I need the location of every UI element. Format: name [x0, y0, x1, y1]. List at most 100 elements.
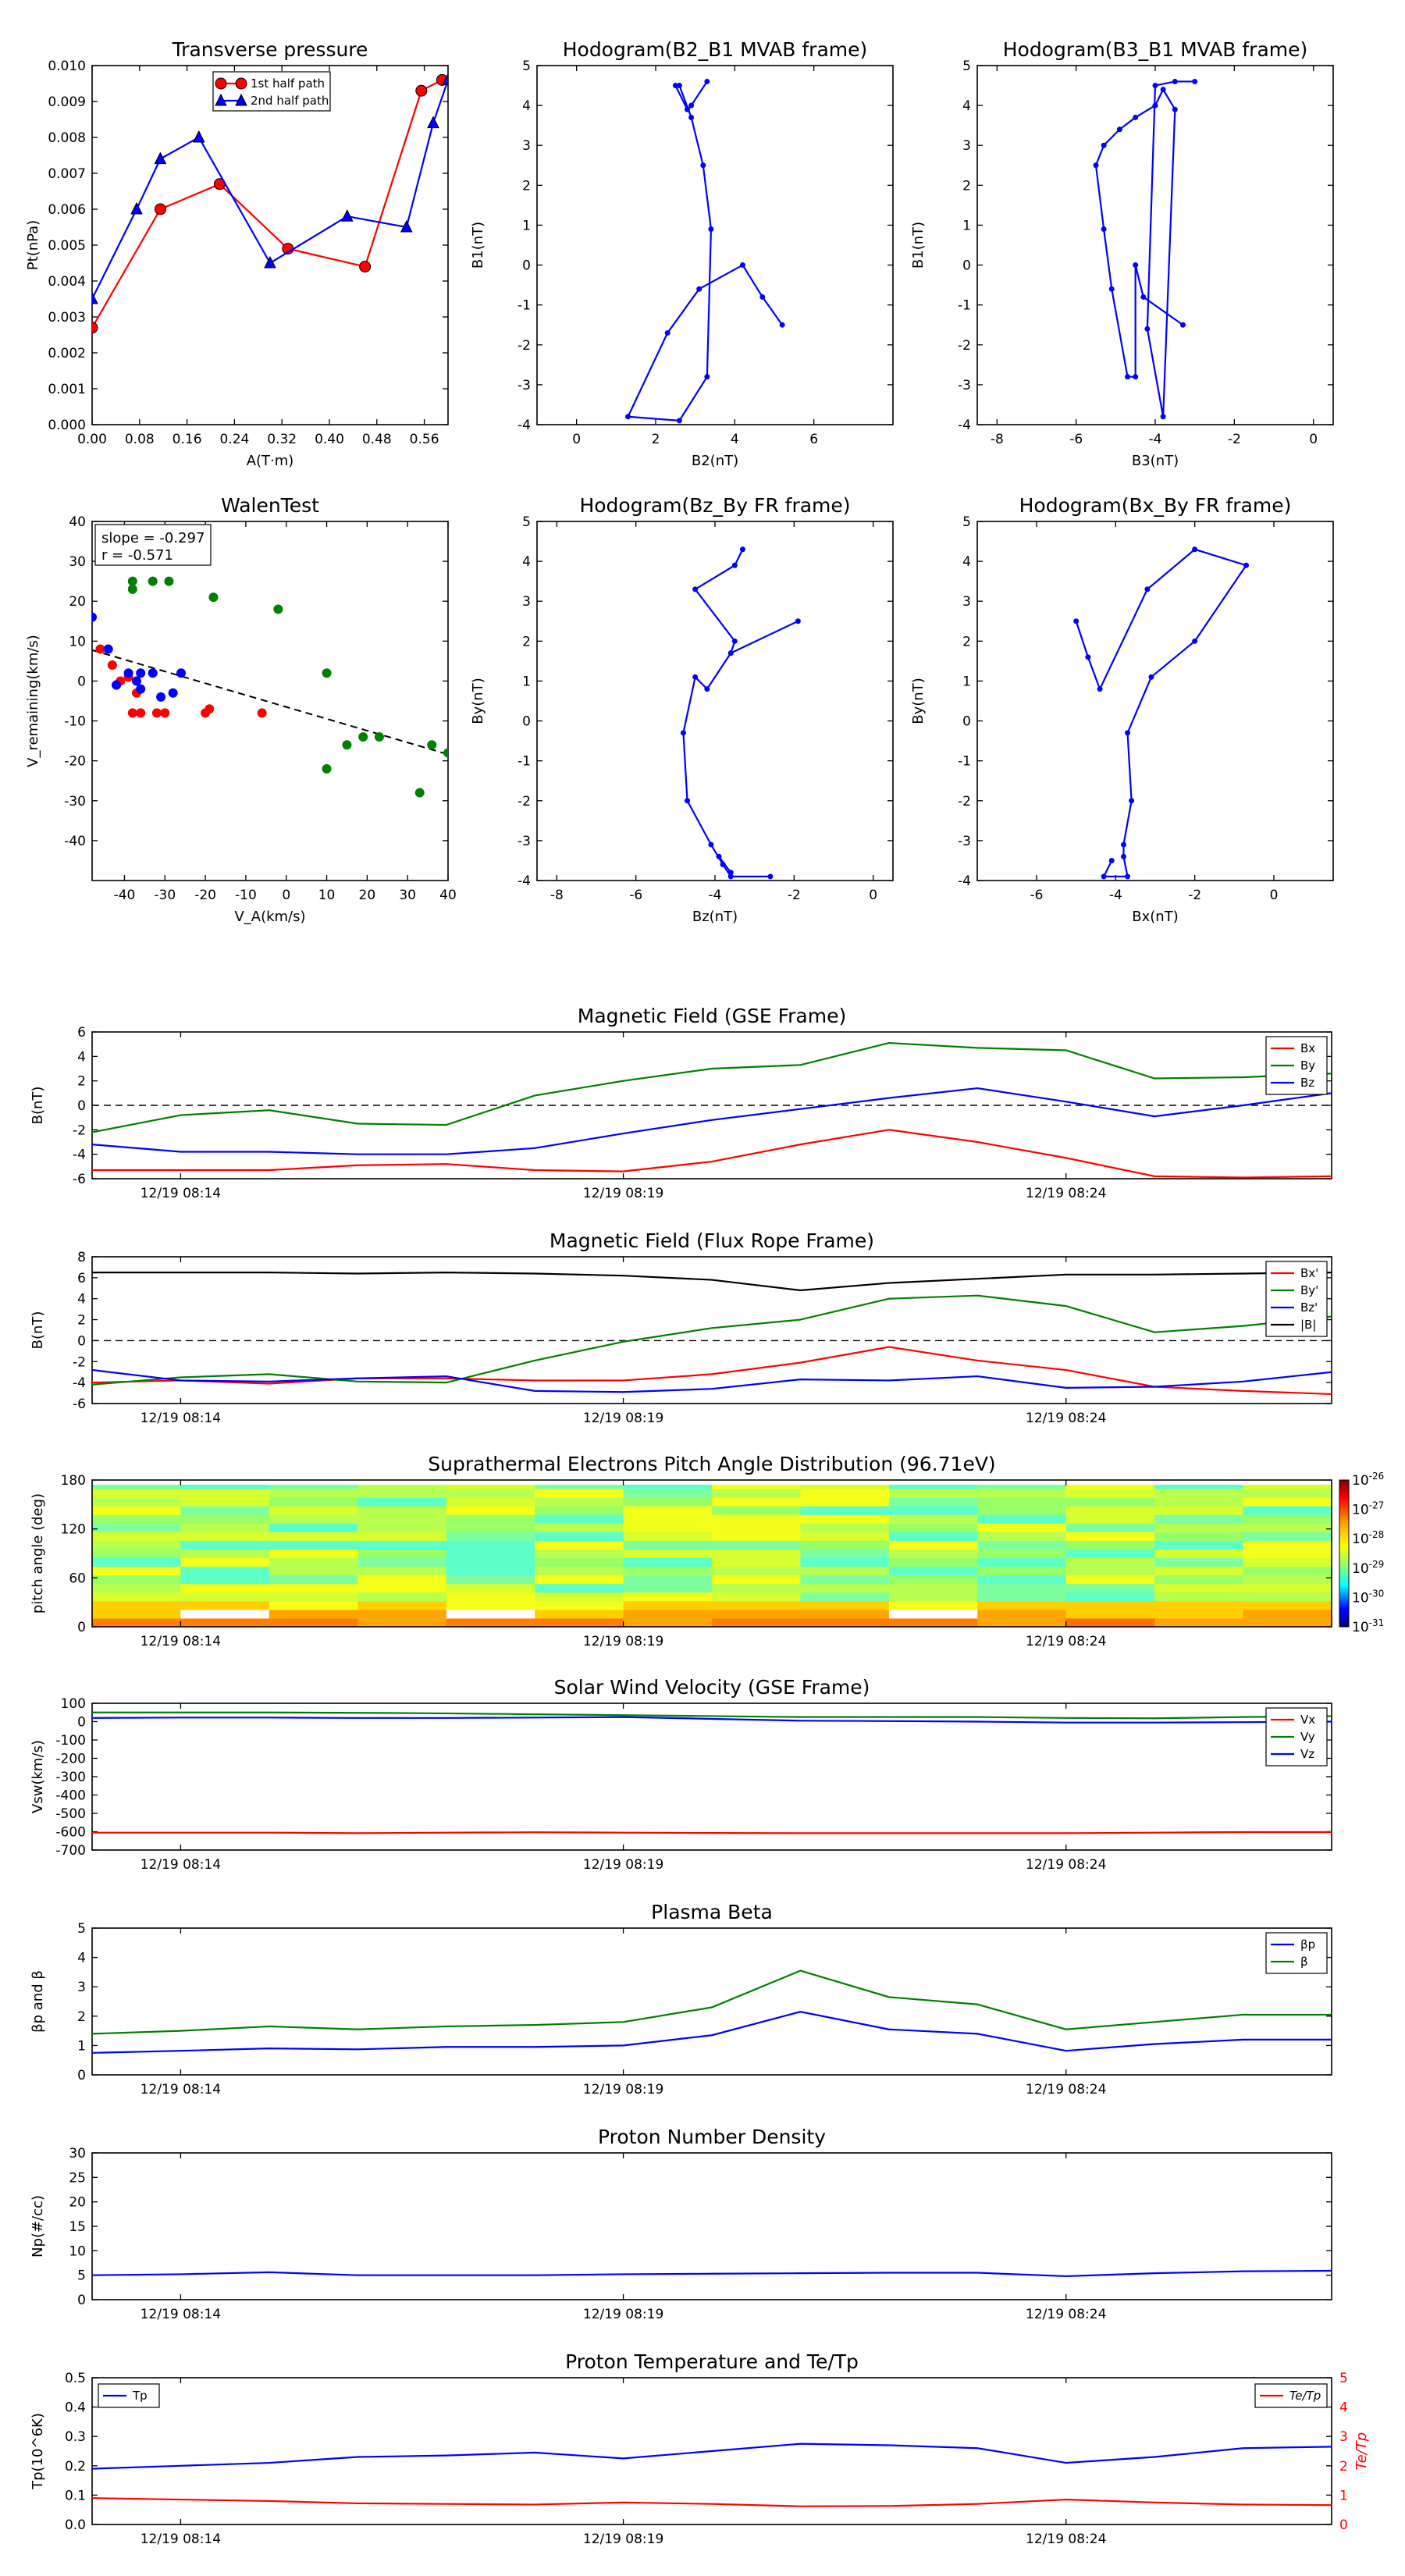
plot-frame [91, 1927, 1332, 2076]
y-tick-label: -600 [55, 1825, 86, 1841]
y-tick-label: -1 [518, 754, 531, 770]
y-axis-label: Vsw(km/s) [30, 1740, 46, 1813]
heatmap-cell [92, 1574, 181, 1585]
x-tick-label: -2 [1188, 888, 1201, 903]
scatter-point [273, 604, 283, 614]
colorbar-tick-label: 10-28 [1352, 1529, 1384, 1547]
legend-label: Tp [132, 2389, 148, 2403]
y-axis-label: B1(nT) [910, 222, 927, 269]
y-tick-label: -40 [64, 834, 86, 849]
y-tick-label: 0.005 [48, 238, 86, 254]
heatmap-cell [977, 1540, 1067, 1550]
data-point [1108, 857, 1115, 863]
scatter-point [257, 708, 267, 718]
heatmap-cell [1065, 1540, 1155, 1550]
legend-label: By' [1300, 1283, 1318, 1297]
y-axis-label: pitch angle (deg) [30, 1493, 46, 1614]
heatmap-cell [1243, 1489, 1332, 1498]
heatmap-cell [180, 1506, 270, 1515]
data-point [1144, 326, 1151, 332]
colorbar-tick-label: 10-30 [1352, 1588, 1384, 1606]
heatmap-cell [92, 1523, 181, 1532]
heatmap-cell [623, 1532, 713, 1541]
heatmap-cell [1243, 1600, 1332, 1610]
y-tick-label: 30 [69, 2146, 86, 2161]
legend-box [98, 2383, 160, 2408]
series-line-s0 [626, 80, 784, 422]
y-tick-label: 25 [69, 2170, 86, 2186]
colorbar-exponent: -28 [1369, 1529, 1385, 1540]
legend-label: Vz [1300, 1747, 1314, 1761]
heatmap-cell [1154, 1574, 1244, 1585]
data-point [685, 798, 691, 804]
y-tick-label: -2 [958, 794, 971, 809]
heatmap-cell [535, 1609, 624, 1619]
colorbar-base: 10 [1352, 1561, 1369, 1577]
x-tick-label: -8 [991, 432, 1004, 447]
legend-label: Bz [1300, 1076, 1314, 1090]
heatmap-cell [712, 1532, 801, 1541]
data-point [1101, 226, 1107, 233]
data-point [696, 286, 702, 292]
heatmap-cell [446, 1592, 535, 1602]
y-tick-label: 0.001 [48, 382, 86, 397]
scatter-point [136, 684, 146, 694]
x-tick-label: 12/19 08:24 [1026, 1411, 1106, 1426]
scatter-point [132, 676, 141, 686]
scatter-point [168, 688, 178, 698]
data-point [1152, 83, 1158, 89]
data-point [1093, 162, 1099, 169]
heatmap-cell [357, 1583, 447, 1593]
scatter-point [160, 708, 170, 718]
scatter-point [123, 668, 133, 678]
colorbar-tick-label: 10-29 [1352, 1559, 1384, 1577]
heatmap-cell [446, 1497, 535, 1507]
data-point [192, 130, 205, 143]
scatter-point [322, 763, 332, 774]
x-tick-label: 12/19 08:14 [140, 1186, 221, 1201]
heatmap-cell [535, 1514, 624, 1524]
colorbar-base: 10 [1352, 1620, 1369, 1635]
plot-area [92, 1969, 1332, 2054]
series-line-Bz [92, 1368, 1332, 1393]
y-tick-label: 3 [962, 594, 971, 610]
legend-label: By [1300, 1059, 1315, 1073]
heatmap-cell [357, 1609, 447, 1619]
heatmap-cell [1154, 1600, 1244, 1610]
heatmap-cell [623, 1617, 713, 1628]
series-line-Bx [92, 1346, 1332, 1396]
data-point [704, 78, 710, 84]
y-tick-label: -2 [518, 338, 531, 354]
y-tick-label: 0 [522, 258, 531, 274]
heatmap-cell [977, 1600, 1067, 1610]
heatmap-cell [800, 1532, 890, 1541]
heatmap-cell [977, 1617, 1067, 1628]
data-point [1144, 586, 1151, 592]
heatmap-cell [888, 1600, 978, 1610]
y-tick-label: 5 [962, 514, 971, 530]
data-point [708, 226, 714, 233]
x-tick-label: 0.00 [77, 432, 107, 447]
scatter-point [427, 740, 437, 750]
heatmap-cell [1065, 1566, 1155, 1576]
scatter-point [151, 708, 162, 718]
scatter-point [374, 732, 384, 742]
data-point [727, 873, 734, 880]
heatmap-cells [92, 1480, 1332, 1628]
data-point [716, 853, 722, 859]
y-tick-label: 5 [77, 2268, 86, 2284]
chart-h2: Hodogram(B3_B1 MVAB frame) -8 -6 -4 -2 0 -4 -3 -… [910, 38, 1334, 469]
colorbar-tick-label: 10-26 [1352, 1471, 1384, 1489]
heatmap-cell [446, 1609, 535, 1619]
y-tick-label: 1 [522, 218, 531, 233]
y-tick-label: 0 [77, 1715, 86, 1731]
heatmap-cell [357, 1497, 447, 1507]
series-line-s0 [1075, 548, 1248, 877]
y-tick-label: 20 [69, 2195, 86, 2211]
heatmap-cell [800, 1506, 890, 1515]
colorbar-exponent: -29 [1369, 1559, 1385, 1570]
data-point [739, 262, 745, 269]
y-tick-label: 4 [522, 98, 531, 114]
data-point [1101, 142, 1107, 148]
heatmap-cell [977, 1532, 1067, 1541]
